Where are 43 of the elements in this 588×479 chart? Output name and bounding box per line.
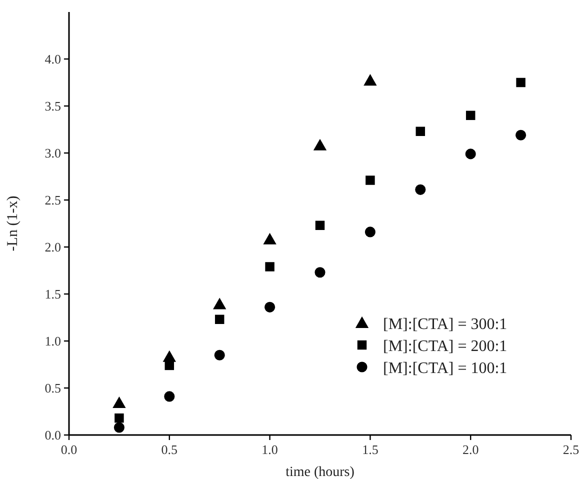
x-tick-label: 0.5	[161, 442, 178, 457]
legend-label: [M]:[CTA] = 300:1	[383, 316, 508, 333]
point	[114, 422, 124, 433]
point	[314, 267, 326, 278]
y-tick-label: 3.5	[44, 98, 61, 114]
y-tick-label: 1.5	[44, 286, 61, 302]
point	[214, 350, 225, 360]
point	[214, 314, 224, 324]
y-tick-label: 1.0	[44, 334, 61, 348]
point	[465, 148, 476, 160]
x-tick-label: 1.5	[362, 442, 378, 457]
y-tick-label: 3.0	[44, 146, 61, 160]
point	[416, 126, 426, 136]
x-tick-label: 2.5	[562, 442, 580, 457]
point	[112, 396, 126, 408]
point	[364, 74, 377, 86]
y-tick-label: 4.0	[44, 52, 61, 66]
x-axis-title: time (hours)	[286, 465, 355, 479]
x-tick-label: 0.0	[60, 442, 78, 457]
point	[264, 302, 276, 312]
point	[364, 226, 376, 238]
point	[313, 138, 327, 150]
x-tick-label: 2.0	[462, 442, 479, 457]
y-tick-label: 0.5	[44, 380, 61, 396]
point	[516, 130, 526, 140]
point	[415, 184, 426, 195]
point	[164, 360, 174, 370]
legend-label: [M]:[CTA] = 100:1	[383, 360, 508, 377]
legend-label: [M]:[CTA] = 200:1	[383, 338, 508, 355]
point	[366, 176, 375, 185]
point	[315, 220, 325, 230]
y-tick-label: 2.0	[44, 240, 61, 254]
y-tick-label: 2.5	[44, 192, 61, 208]
y-axis-title: -Ln (1-x)	[5, 196, 21, 252]
x-tick-label: 1.0	[262, 442, 278, 457]
point	[516, 78, 526, 88]
y-tick-label: 0.0	[44, 428, 61, 442]
point	[466, 110, 476, 120]
point	[213, 298, 226, 310]
point	[265, 262, 274, 272]
point	[164, 391, 175, 402]
point	[114, 413, 124, 423]
point	[263, 232, 276, 244]
